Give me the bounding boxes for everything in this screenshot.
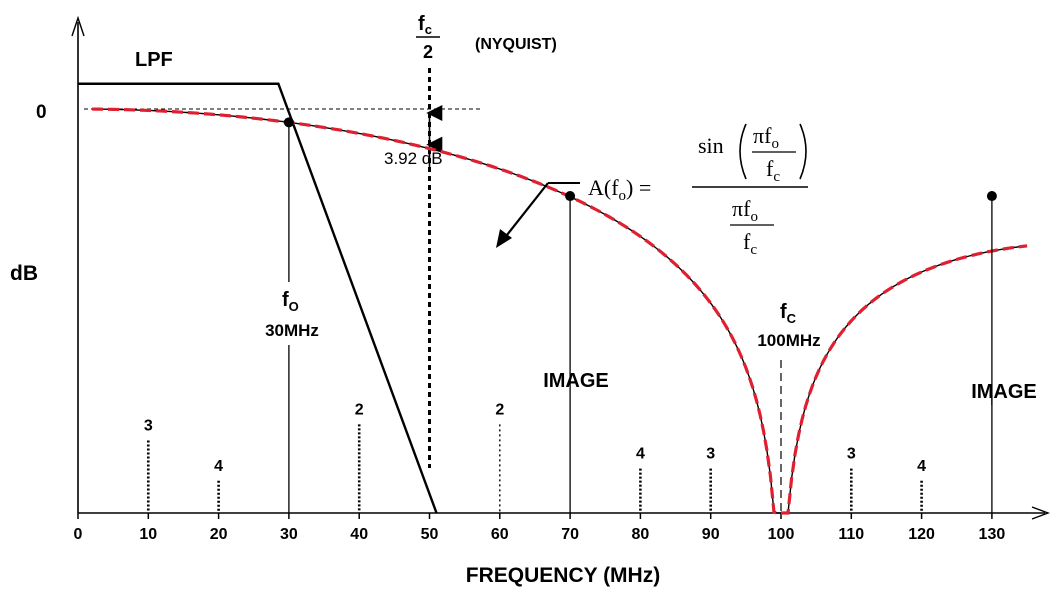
x-tick-label: 80 bbox=[632, 526, 650, 543]
image-label-right: IMAGE bbox=[971, 381, 1037, 403]
formula-den-den: fc bbox=[743, 229, 757, 258]
x-tick-label: 90 bbox=[702, 526, 720, 543]
formula: A(fo) = sin πfo fc πfo fc bbox=[588, 123, 808, 258]
sinc-series-red-dashed-line bbox=[92, 107, 1028, 515]
dotted-marker-label: 3 bbox=[706, 446, 715, 463]
dotted-marker-label: 4 bbox=[214, 458, 223, 475]
x-tick-label: 60 bbox=[491, 526, 509, 543]
marked-point-stems bbox=[288, 122, 993, 513]
formula-paren-left bbox=[739, 123, 747, 180]
x-tick-label: 0 bbox=[74, 526, 83, 543]
x-tick-label: 40 bbox=[350, 526, 368, 543]
nyquist-text: (NYQUIST) bbox=[475, 36, 557, 53]
fc-symbol: fC bbox=[780, 301, 797, 326]
nyquist-fraction-numerator: fc bbox=[418, 13, 432, 37]
formula-sin: sin bbox=[698, 133, 724, 158]
y-tick-zero: 0 bbox=[36, 102, 47, 123]
formula-inner-num: πfo bbox=[753, 123, 779, 152]
x-tick-label: 10 bbox=[139, 526, 157, 543]
x-tick-label: 20 bbox=[210, 526, 228, 543]
dotted-marker-label: 4 bbox=[636, 446, 645, 463]
x-tick-label: 50 bbox=[421, 526, 439, 543]
dotted-marker-label: 4 bbox=[917, 458, 926, 475]
formula-paren-right bbox=[799, 123, 807, 180]
y-axis-label: dB bbox=[10, 262, 38, 285]
fo-label: fO 30MHz bbox=[265, 289, 319, 340]
x-axis-arrowhead bbox=[1031, 506, 1050, 520]
attenuation-label: 3.92 dB bbox=[384, 149, 443, 168]
fc-label: fC 100MHz bbox=[757, 301, 820, 350]
lpf-label: LPF bbox=[135, 49, 173, 71]
dotted-marker-label: 2 bbox=[495, 401, 504, 418]
x-axis-label: FREQUENCY (MHz) bbox=[466, 564, 660, 587]
dotted-marker-label: 3 bbox=[144, 417, 153, 434]
fc-value: 100MHz bbox=[757, 331, 820, 350]
fo-value: 30MHz bbox=[265, 321, 319, 340]
sinc-series-black-line bbox=[92, 108, 1028, 514]
formula-arrow bbox=[496, 182, 580, 248]
x-axis-ticks: 0 10 20 30 40 50 60 70 80 90 100 110 120 130 bbox=[74, 513, 1006, 543]
nyquist-fraction-denominator: 2 bbox=[423, 42, 433, 62]
dotted-marker-label: 2 bbox=[355, 401, 364, 418]
x-tick-label: 120 bbox=[908, 526, 935, 543]
fo-symbol: fO bbox=[282, 289, 299, 314]
x-tick-label: 100 bbox=[768, 526, 795, 543]
formula-den-num: πfo bbox=[732, 196, 758, 225]
image-label-left: IMAGE bbox=[543, 370, 609, 392]
formula-lhs: A(fo) = bbox=[588, 175, 651, 204]
lpf-series-line bbox=[78, 82, 438, 514]
formula-inner-den: fc bbox=[766, 156, 780, 185]
dotted-markers: 3 4 2 2 4 3 3 4 bbox=[144, 401, 926, 513]
x-tick-label: 30 bbox=[280, 526, 298, 543]
dotted-marker-label: 3 bbox=[847, 446, 856, 463]
x-tick-label: 130 bbox=[979, 526, 1006, 543]
nyquist-label: fc 2 (NYQUIST) bbox=[416, 13, 557, 62]
x-tick-label: 70 bbox=[561, 526, 579, 543]
y-axis-arrowhead bbox=[71, 15, 85, 37]
x-tick-label: 110 bbox=[838, 526, 864, 543]
